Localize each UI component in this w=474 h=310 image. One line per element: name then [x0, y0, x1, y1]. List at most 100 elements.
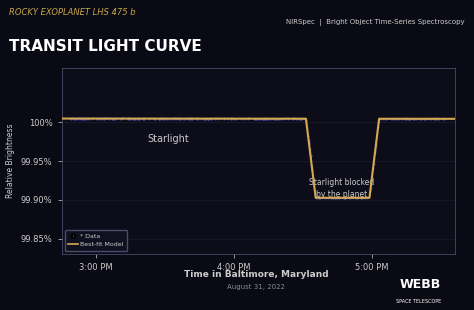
Point: [368, 178, 375, 183]
Point: [305, 138, 312, 143]
Point: [150, 116, 157, 121]
Point: [120, 116, 128, 121]
Point: [271, 116, 278, 121]
Point: [262, 116, 270, 121]
Point: [440, 116, 448, 121]
Point: [315, 195, 323, 200]
Point: [71, 116, 78, 121]
Point: [220, 116, 228, 121]
Point: [290, 116, 297, 121]
Point: [390, 116, 397, 121]
Point: [97, 116, 104, 121]
Point: [353, 195, 360, 200]
Point: [193, 116, 201, 121]
Point: [136, 116, 143, 121]
Point: [157, 116, 165, 121]
Point: [262, 116, 269, 121]
Point: [118, 116, 126, 121]
Point: [329, 195, 337, 200]
Point: [292, 116, 300, 121]
Point: [372, 147, 379, 152]
Point: [183, 116, 191, 121]
Point: [146, 116, 154, 121]
Point: [316, 195, 324, 200]
Point: [140, 116, 148, 121]
Point: [67, 116, 74, 121]
Point: [78, 117, 85, 122]
Point: [315, 196, 323, 201]
Point: [329, 195, 337, 200]
Point: [139, 117, 147, 122]
Point: [370, 162, 377, 166]
Point: [110, 116, 118, 121]
Point: [339, 196, 346, 201]
Point: [270, 116, 277, 121]
Point: [93, 116, 100, 121]
Point: [262, 117, 269, 122]
Point: [124, 116, 132, 121]
Point: [212, 116, 220, 121]
Point: [97, 116, 105, 121]
Point: [129, 116, 137, 121]
Point: [90, 116, 97, 121]
Point: [171, 116, 178, 121]
Point: [275, 116, 283, 121]
Point: [372, 141, 380, 146]
Point: [304, 134, 312, 139]
Point: [211, 116, 219, 121]
Point: [102, 116, 109, 121]
Point: [361, 195, 368, 200]
Point: [131, 116, 138, 121]
Point: [149, 116, 156, 121]
Point: [259, 116, 266, 121]
Point: [82, 116, 90, 121]
Point: [175, 116, 182, 121]
Point: [371, 150, 379, 155]
Point: [200, 116, 208, 121]
Point: [405, 117, 413, 122]
Point: [271, 116, 278, 121]
Text: TRANSIT LIGHT CURVE: TRANSIT LIGHT CURVE: [9, 39, 202, 54]
Point: [430, 116, 438, 121]
Y-axis label: Relative Brightness: Relative Brightness: [6, 124, 15, 198]
Point: [160, 116, 168, 121]
Point: [180, 116, 188, 121]
Point: [185, 116, 192, 121]
Point: [224, 116, 232, 121]
Point: [366, 189, 374, 194]
Point: [252, 116, 260, 121]
Point: [342, 195, 349, 200]
Point: [377, 116, 384, 121]
Point: [346, 195, 354, 200]
Point: [201, 116, 209, 121]
Point: [188, 117, 196, 122]
Point: [102, 116, 109, 121]
Point: [426, 117, 433, 122]
Point: [94, 116, 102, 121]
Point: [89, 116, 96, 121]
Point: [423, 116, 430, 121]
Point: [204, 117, 212, 122]
Point: [306, 150, 314, 155]
Point: [297, 117, 304, 122]
Point: [273, 116, 281, 121]
Point: [311, 192, 319, 197]
Point: [216, 116, 224, 121]
Point: [259, 116, 266, 121]
Point: [401, 116, 409, 121]
Point: [255, 116, 263, 121]
Point: [193, 117, 201, 122]
Point: [341, 195, 349, 200]
Point: [314, 196, 322, 201]
Point: [151, 116, 159, 121]
Point: [415, 116, 422, 121]
Point: [98, 116, 106, 121]
Point: [100, 116, 108, 121]
Point: [84, 116, 92, 121]
Point: [231, 117, 239, 122]
Point: [332, 195, 339, 200]
Point: [402, 116, 410, 121]
Point: [312, 195, 320, 200]
Point: [155, 116, 163, 121]
Point: [94, 116, 101, 121]
